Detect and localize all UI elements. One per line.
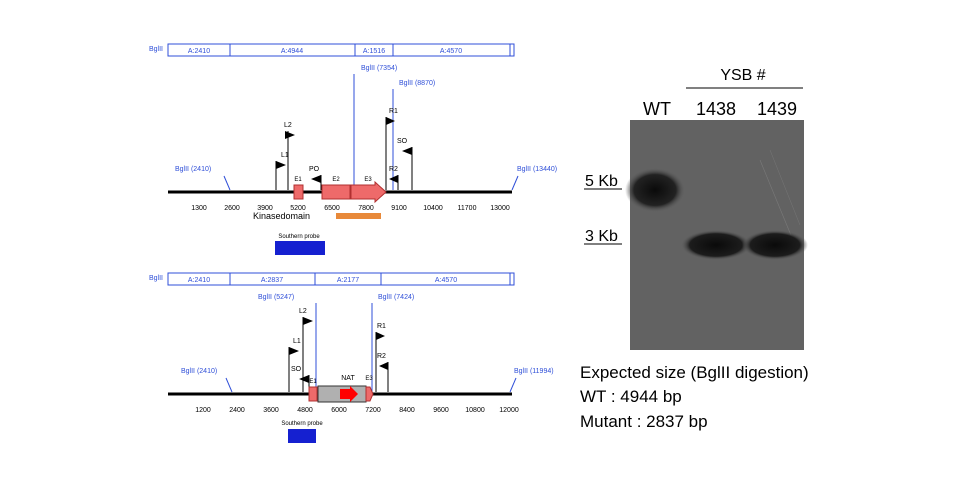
wt-exon-e3: [350, 180, 387, 204]
svg-text:SO: SO: [397, 138, 408, 145]
wt-site-left: BglII (2410): [175, 166, 211, 173]
wt-fragment-bar: [167, 43, 515, 57]
marker-5kb: 5 Kb: [585, 173, 618, 190]
mut-tick-7: 8400: [399, 407, 415, 414]
lane-1439-label: 1439: [757, 99, 797, 119]
mut-nat-arrow: [340, 386, 358, 402]
wt-tick-2: 2600: [224, 205, 240, 212]
mut-tick-6: 7200: [365, 407, 381, 414]
svg-text:L1: L1: [281, 152, 289, 159]
marker-3kb: 3 Kb: [585, 228, 618, 245]
band-1439-3kb: [742, 230, 808, 260]
wt-southern-probe: [275, 241, 325, 255]
mut-axis-ticks: 1200 2400 3600 4800 6000 7200 8400 9600 …: [195, 407, 519, 414]
wt-fragment-1: A:2410: [188, 48, 210, 55]
svg-text:SO: SO: [291, 366, 302, 373]
mut-tick-1: 1200: [195, 407, 211, 414]
svg-text:R2: R2: [389, 166, 398, 173]
wt-tick-9: 11700: [458, 205, 477, 212]
wt-primer-so: SO: [397, 138, 413, 190]
mut-tick-4: 4800: [297, 407, 313, 414]
wt-fragment-4: A:4570: [440, 48, 462, 55]
mut-tick-2: 2400: [229, 407, 245, 414]
mut-site-left: BglII (2410): [181, 368, 217, 375]
wt-fragment-3: A:1516: [363, 48, 385, 55]
mut-fragment-4: A:4570: [435, 277, 457, 284]
mut-fragment-bar: [167, 272, 515, 286]
wt-primer-l2: L2: [284, 122, 295, 190]
mut-exon-e1-label: E1: [309, 379, 317, 385]
wt-probe-label: Southern probe: [278, 234, 320, 240]
wt-exon-e1-label: E1: [294, 177, 302, 183]
lane-wt-label: WT: [643, 99, 671, 119]
mut-site-7424: BglII (7424): [378, 294, 414, 301]
svg-text:PO: PO: [309, 166, 320, 173]
wt-primer-l1: L1: [275, 152, 289, 190]
wt-axis-ticks: 1300 2600 3900 5200 6500 7800 9100 10400…: [191, 205, 510, 212]
mut-tick-9: 10800: [465, 407, 485, 414]
wt-site-8870: BglII (8870): [399, 80, 435, 87]
mut-fragment-1: A:2410: [188, 277, 210, 284]
svg-text:R2: R2: [377, 353, 386, 360]
wt-site-7354: BglII (7354): [361, 65, 397, 72]
wt-primer-po: PO: [309, 166, 322, 190]
wt-exon-e3-label: E3: [364, 177, 372, 183]
mutant-map: BglII A:2410 A:2837 A:2177 A:4570 BglII …: [149, 272, 554, 443]
svg-text:R1: R1: [389, 108, 398, 115]
mut-nat-label: NAT: [341, 375, 355, 382]
mut-southern-probe: [288, 429, 316, 443]
mut-exon-e3: [365, 386, 374, 402]
lane-1438-label: 1438: [696, 99, 736, 119]
wt-exon-e2-label: E2: [332, 177, 340, 183]
wt-fragment-2: A:4944: [281, 48, 303, 55]
expected-wt: WT : 4944 bp: [580, 387, 682, 406]
wt-kinase-label: Kinasedomain: [253, 211, 310, 221]
svg-text:R1: R1: [377, 323, 386, 330]
mut-exon-e1: [308, 386, 318, 402]
mut-tick-8: 9600: [433, 407, 449, 414]
mut-tick-5: 6000: [331, 407, 347, 414]
wt-exon-e2: [321, 184, 351, 200]
wt-kinase-domain-bar: [336, 213, 381, 219]
mut-exon-e3-label: E3: [365, 376, 373, 382]
wt-bglii-tag: BglII: [149, 46, 163, 53]
wt-primer-r1: R1: [385, 108, 398, 190]
expected-title: Expected size (BglII digestion): [580, 363, 809, 382]
mut-tick-3: 3600: [263, 407, 279, 414]
ysb-group-label: YSB #: [720, 67, 765, 84]
wt-tick-8: 10400: [423, 205, 443, 212]
mut-probe-label: Southern probe: [281, 421, 323, 427]
svg-text:L1: L1: [293, 338, 301, 345]
mut-primer-r2: R2: [377, 353, 389, 392]
wt-tick-5: 6500: [324, 205, 340, 212]
wt-tick-10: 13000: [490, 205, 510, 212]
mut-site-5247: BglII (5247): [258, 294, 294, 301]
mut-fragment-2: A:2837: [261, 277, 283, 284]
wt-site-right: BglII (13440): [517, 166, 557, 173]
wt-tick-6: 7800: [358, 205, 374, 212]
mut-site-right: BglII (11994): [514, 368, 554, 375]
mut-tick-10: 12000: [499, 407, 519, 414]
wt-primer-r2: R2: [389, 166, 399, 190]
expected-mutant: Mutant : 2837 bp: [580, 412, 708, 431]
mut-bglii-tag: BglII: [149, 275, 163, 282]
wt-tick-1: 1300: [191, 205, 207, 212]
mut-primer-so: SO: [291, 366, 310, 392]
mut-fragment-3: A:2177: [337, 277, 359, 284]
mut-primer-r1: R1: [375, 323, 386, 392]
svg-text:L2: L2: [284, 122, 292, 129]
wt-tick-7: 9100: [391, 205, 407, 212]
wt-tick-3: 3900: [257, 205, 273, 212]
southern-blot: YSB # WT 1438 1439 5 Kb 3 Kb: [584, 67, 808, 350]
band-wt-5kb: [625, 168, 685, 212]
wt-exon-e1: [293, 184, 304, 200]
mut-primer-l1: L1: [288, 338, 301, 392]
band-1438-3kb: [681, 230, 751, 260]
expected-sizes: Expected size (BglII digestion) WT : 494…: [580, 363, 809, 431]
wt-map: BglII (2410) BglII A:2410 A:4944 A:1516 …: [149, 43, 557, 255]
wt-tick-4: 5200: [290, 205, 306, 212]
svg-text:L2: L2: [299, 308, 307, 315]
